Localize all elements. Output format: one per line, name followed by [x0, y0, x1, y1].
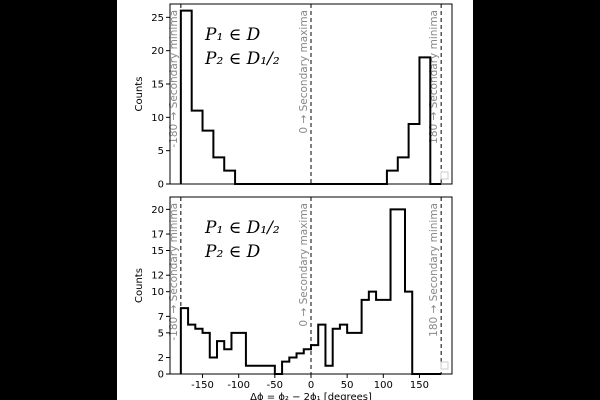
y-tick-label: 12 — [151, 271, 164, 282]
y-tick-label: 20 — [151, 46, 164, 57]
x-tick-label: 0 — [308, 380, 314, 391]
y-tick-label: 2 — [158, 353, 164, 364]
y-tick-label: 5 — [158, 146, 164, 157]
x-axis-label: Δϕ = ϕ₂ − 2ϕ₁ [degrees] — [250, 392, 372, 400]
y-tick-label: 17 — [151, 230, 164, 241]
x-tick-label: -50 — [267, 380, 283, 391]
annotation-line-1: P₁ ∈ D — [204, 25, 261, 45]
x-tick-label: -100 — [227, 380, 250, 391]
reference-line-label: 0 → Secondary maxima — [298, 10, 310, 134]
y-tick-label: 20 — [151, 205, 164, 216]
y-tick-label: 10 — [151, 287, 164, 298]
y-tick-label: 15 — [151, 80, 164, 91]
chart-figure: -180 → Secondary minima 0 → Secondary max… — [134, 3, 453, 400]
histogram-step — [179, 208, 442, 375]
y-tick-label: 10 — [151, 113, 164, 124]
annotation-line-2: P₂ ∈ D₁/₂ — [204, 49, 280, 69]
x-tick-label: 150 — [410, 380, 429, 391]
annotation-line-1: P₁ ∈ D₁/₂ — [204, 218, 280, 238]
legend-box — [440, 361, 449, 370]
y-axis-label: Counts — [134, 77, 145, 112]
panel-1: -180 → Secondary minima 0 → Secondary max… — [134, 3, 453, 191]
reference-line-label: -180 → Secondary minima — [168, 10, 180, 148]
legend-box — [440, 171, 449, 180]
y-tick-label: 0 — [158, 180, 164, 191]
figure: -180 → Secondary minima 0 → Secondary max… — [117, 0, 473, 400]
annotation-line-2: P₂ ∈ D — [204, 242, 261, 262]
reference-line-label: 0 → Secondary maxima — [298, 203, 310, 327]
x-tick-label: 100 — [374, 380, 393, 391]
x-tick-label: 50 — [341, 380, 354, 391]
reference-line-label: -180 → Secondary minima — [168, 203, 180, 341]
y-tick-label: 5 — [158, 328, 164, 339]
x-tick-label: -150 — [191, 380, 214, 391]
axes-frame — [169, 3, 453, 185]
y-axis-label: Counts — [134, 268, 145, 303]
y-tick-label: 25 — [151, 13, 164, 24]
panel-2: -180 → Secondary minima 0 → Secondary max… — [134, 196, 453, 400]
y-tick-label: 7 — [158, 312, 164, 323]
reference-line-label: 180 → Secondary minima — [428, 203, 440, 337]
y-tick-label: 0 — [158, 370, 164, 381]
y-tick-label: 15 — [151, 246, 164, 257]
